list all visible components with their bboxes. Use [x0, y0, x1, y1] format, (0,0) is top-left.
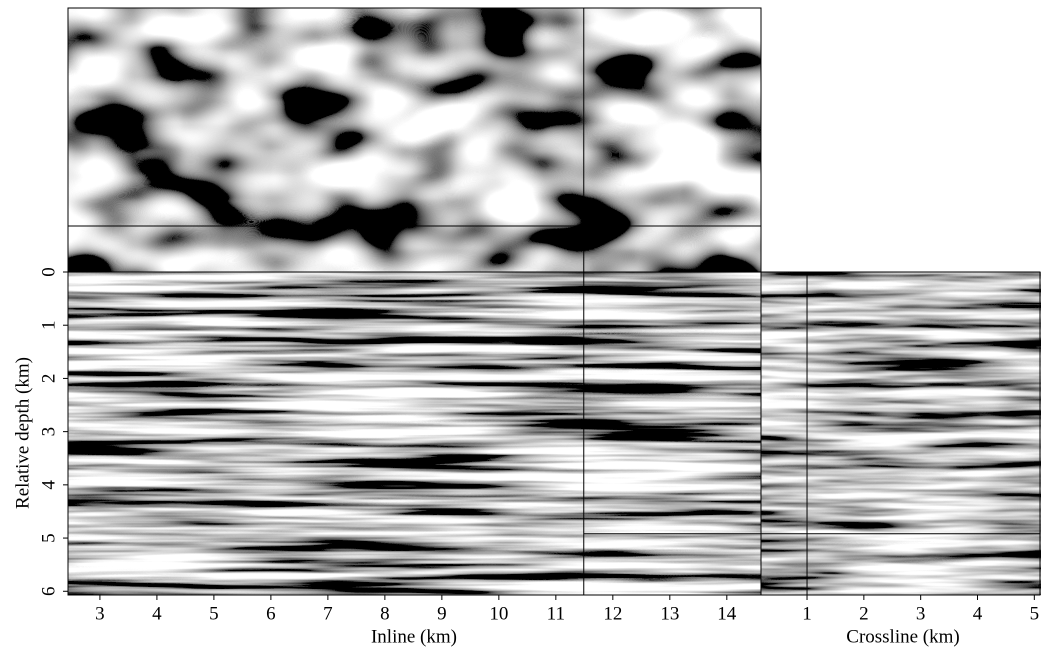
- x-tick-label: 10: [489, 603, 508, 624]
- y-tick-label: 2: [38, 374, 59, 384]
- x-tick-label: 11: [547, 603, 565, 624]
- x-tick-label: 7: [323, 603, 333, 624]
- y-tick-label: 1: [38, 320, 59, 330]
- y-tick-label: 0: [38, 267, 59, 277]
- x2-tick-label: 1: [802, 603, 812, 624]
- inline-section-image: [68, 272, 761, 595]
- x-tick-label: 5: [209, 603, 219, 624]
- x-tick-label: 3: [95, 603, 105, 624]
- y-tick-label: 6: [38, 587, 59, 597]
- x2-axis-label: Crossline (km): [846, 626, 959, 647]
- x-tick-label: 9: [437, 603, 447, 624]
- crossline-frame: [760, 271, 1041, 596]
- x-axis-label: Inline (km): [371, 626, 457, 647]
- depth-slice-image: [68, 8, 761, 272]
- y-tick-label: 4: [38, 480, 59, 490]
- y-axis-label: Relative depth (km): [12, 357, 33, 509]
- x-tick-label: 8: [380, 603, 390, 624]
- x-tick-label: 12: [603, 603, 622, 624]
- x-tick-label: 6: [266, 603, 276, 624]
- crossline-section-image: [761, 272, 1041, 595]
- x2-tick-label: 2: [859, 603, 869, 624]
- y-tick-label: 3: [38, 427, 59, 437]
- x2-tick-label: 3: [916, 603, 926, 624]
- x-tick-label: 4: [152, 603, 162, 624]
- x-tick-label: 13: [660, 603, 679, 624]
- x2-tick-label: 4: [973, 603, 983, 624]
- x2-tick-label: 5: [1030, 603, 1040, 624]
- y-tick-label: 5: [38, 533, 59, 543]
- x-tick-label: 14: [717, 603, 737, 624]
